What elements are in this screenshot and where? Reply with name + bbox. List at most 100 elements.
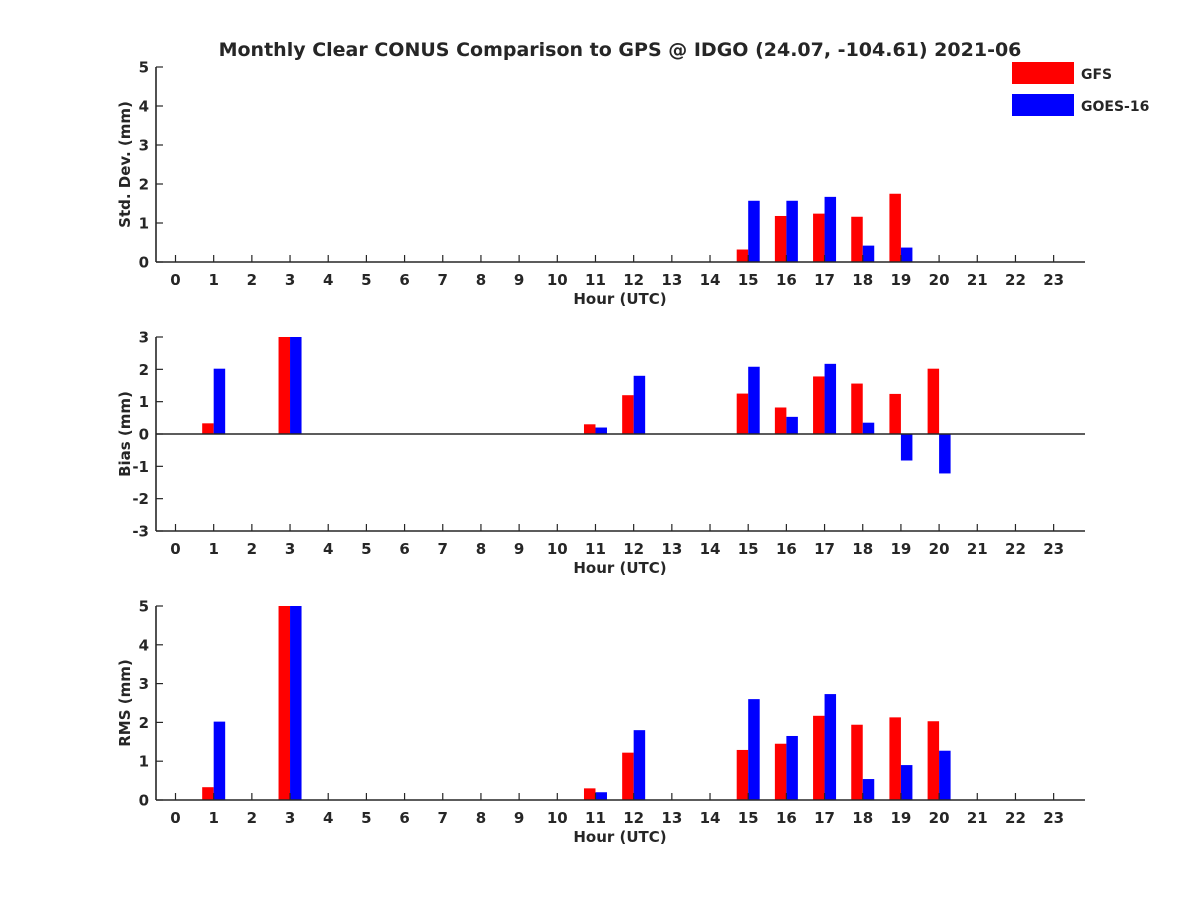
y-tick-label: -2 (132, 490, 149, 508)
x-tick-label: 2 (247, 271, 257, 289)
x-tick-label: 10 (547, 271, 568, 289)
x-tick-label: 14 (700, 540, 721, 558)
x-tick-label: 9 (514, 540, 524, 558)
x-tick-label: 1 (208, 271, 218, 289)
x-tick-label: 21 (967, 809, 988, 827)
bar-gfs-hour-16 (774, 407, 787, 434)
y-tick-label: 2 (139, 714, 149, 732)
x-tick-label: 8 (476, 271, 486, 289)
x-tick-label: 20 (929, 271, 950, 289)
x-tick-label: 6 (399, 271, 409, 289)
x-tick-label: 7 (438, 809, 448, 827)
x-tick-label: 2 (247, 540, 257, 558)
bar-gfs-hour-1 (202, 787, 214, 800)
y-tick-label: 5 (139, 59, 149, 77)
x-tick-label: 1 (208, 540, 218, 558)
x-tick-label: 16 (776, 271, 797, 289)
x-tick-label: 15 (738, 540, 759, 558)
bar-gfs-hour-19 (889, 717, 901, 800)
legend: GFS GOES-16 (1012, 62, 1149, 116)
x-tick-label: 0 (170, 809, 180, 827)
x-tick-label: 19 (890, 809, 911, 827)
x-tick-label: 8 (476, 809, 486, 827)
bar-goes16-hour-17 (824, 196, 837, 262)
bar-goes16-hour-12 (633, 375, 646, 434)
y-tick-label: 1 (139, 393, 149, 411)
bar-gfs-hour-15 (736, 393, 749, 434)
x-tick-label: 5 (361, 540, 371, 558)
bar-goes16-hour-12 (633, 730, 646, 800)
x-tick-label: 12 (623, 540, 644, 558)
y-tick-label: -3 (132, 523, 149, 541)
bar-goes16-hour-19 (900, 247, 913, 262)
x-tick-label: 15 (738, 809, 759, 827)
bar-goes16-hour-15 (748, 699, 760, 800)
x-tick-label: 8 (476, 540, 486, 558)
x-tick-label: 10 (547, 540, 568, 558)
x-tick-label: 15 (738, 271, 759, 289)
x-tick-label: 10 (547, 809, 568, 827)
y-tick-label: 0 (139, 254, 149, 272)
x-tick-label: 3 (285, 809, 295, 827)
y-tick-label: -1 (132, 458, 149, 476)
x-tick-label: 0 (170, 540, 180, 558)
x-tick-label: 4 (323, 271, 333, 289)
chart-panel-3: 0 1 2 3 4 5 6 7 8 9 10 11 12 13 14 15 16 17 18 19 20 21 22 2301… (116, 598, 1085, 846)
bar-goes16-hour-3 (290, 337, 302, 434)
bar-goes16-hour-1 (213, 721, 226, 800)
bar-goes16-hour-19 (900, 434, 913, 461)
bar-goes16-hour-16 (786, 416, 798, 434)
x-tick-label: 17 (814, 540, 835, 558)
bar-gfs-hour-20 (927, 368, 940, 434)
bar-gfs-hour-1 (202, 423, 214, 434)
x-tick-label: 18 (852, 540, 873, 558)
y-tick-label: 2 (139, 361, 149, 379)
x-tick-label: 23 (1043, 271, 1064, 289)
y-axis-label: RMS (mm) (116, 659, 134, 746)
legend-swatch-gfs (1012, 62, 1074, 84)
x-axis-label: Hour (UTC) (573, 559, 666, 577)
x-tick-label: 20 (929, 540, 950, 558)
x-tick-label: 16 (776, 809, 797, 827)
x-axis-label: Hour (UTC) (573, 290, 666, 308)
chart-panel-2: 0 1 2 3 4 5 6 7 8 9 10 11 12 13 14 15 16 17 18 19 20 21 22 23-3… (116, 329, 1085, 577)
x-tick-label: 11 (585, 271, 606, 289)
x-axis-label: Hour (UTC) (573, 828, 666, 846)
bar-goes16-hour-15 (748, 200, 760, 262)
x-tick-label: 7 (438, 540, 448, 558)
x-tick-label: 12 (623, 271, 644, 289)
x-tick-label: 13 (661, 540, 682, 558)
legend-label-goes16: GOES-16 (1081, 99, 1149, 115)
bar-gfs-hour-20 (927, 721, 940, 800)
x-tick-label: 0 (170, 271, 180, 289)
bar-goes16-hour-1 (213, 368, 226, 434)
y-tick-label: 1 (139, 215, 149, 233)
y-tick-label: 1 (139, 753, 149, 771)
x-tick-label: 7 (438, 271, 448, 289)
legend-swatch-goes16 (1012, 94, 1074, 116)
bar-gfs-hour-11 (583, 424, 596, 434)
x-tick-label: 19 (890, 271, 911, 289)
x-tick-label: 23 (1043, 809, 1064, 827)
y-tick-label: 2 (139, 176, 149, 194)
bar-goes16-hour-11 (595, 427, 607, 434)
bar-goes16-hour-3 (290, 606, 302, 800)
x-tick-label: 11 (585, 809, 606, 827)
x-tick-label: 9 (514, 271, 524, 289)
x-tick-label: 1 (208, 809, 218, 827)
x-tick-label: 18 (852, 271, 873, 289)
x-tick-label: 12 (623, 809, 644, 827)
y-tick-label: 5 (139, 598, 149, 616)
y-tick-label: 3 (139, 675, 149, 693)
x-tick-label: 18 (852, 809, 873, 827)
bar-goes16-hour-17 (824, 363, 837, 434)
bar-gfs-hour-16 (774, 215, 787, 262)
chart-panel-1: 0 1 2 3 4 5 6 7 8 9 10 11 12 13 14 15 16 17 18 19 20 21 22 2301… (116, 59, 1085, 308)
x-tick-label: 14 (700, 809, 721, 827)
y-tick-label: 4 (139, 98, 149, 116)
y-tick-label: 0 (139, 792, 149, 810)
bar-gfs-hour-17 (813, 213, 825, 262)
bar-gfs-hour-3 (278, 606, 291, 800)
x-tick-label: 4 (323, 540, 333, 558)
